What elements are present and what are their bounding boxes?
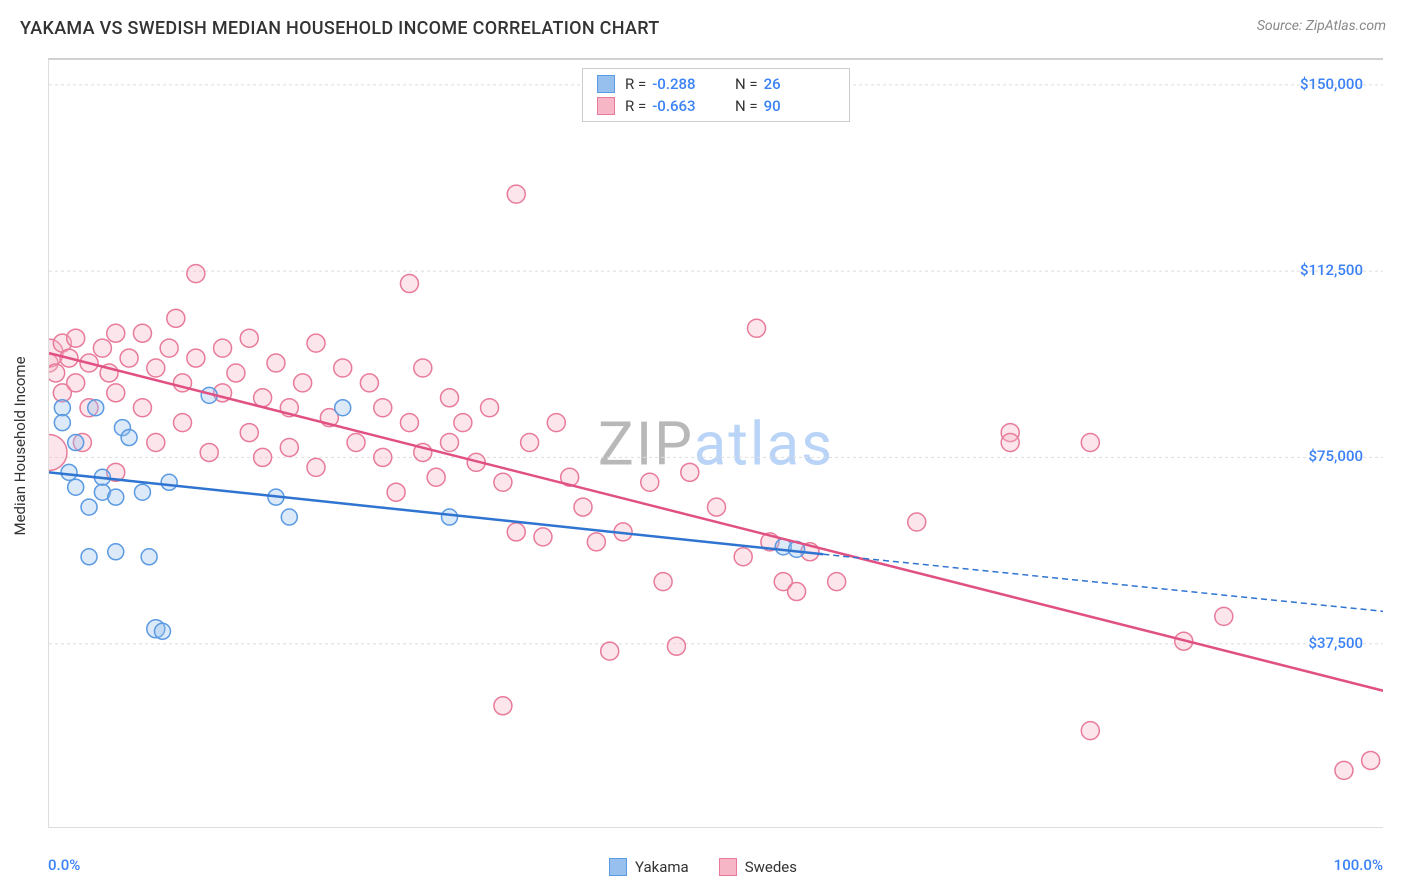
swedes-swatch	[719, 858, 737, 876]
y-tick-label: $75,000	[1308, 447, 1363, 465]
yakama-r-value: -0.288	[652, 75, 695, 93]
swedes-n-value: 90	[764, 97, 781, 115]
scatter-chart: ZIPatlas $150,000 $112,500 $75,000 $37,5…	[48, 58, 1383, 828]
x-min-label: 0.0%	[48, 856, 80, 874]
stat-n-label: N =	[735, 75, 758, 93]
yakama-swatch	[597, 75, 615, 93]
stats-row-swedes: R = -0.663 N = 90	[597, 95, 835, 117]
x-max-label: 100.0%	[1334, 856, 1383, 874]
stat-r-label: R =	[625, 75, 646, 93]
source-name: ZipAtlas.com	[1306, 18, 1386, 34]
stats-row-yakama: R = -0.288 N = 26	[597, 73, 835, 95]
yakama-swatch	[609, 858, 627, 876]
yakama-n-value: 26	[764, 75, 781, 93]
swedes-r-value: -0.663	[652, 97, 695, 115]
y-tick-label: $150,000	[1300, 75, 1363, 93]
stat-r-label: R =	[625, 97, 646, 115]
series-legend: Yakama Swedes	[609, 858, 797, 876]
y-tick-label: $112,500	[1300, 261, 1363, 279]
stat-n-label: N =	[735, 97, 758, 115]
plot-svg	[49, 60, 1383, 827]
chart-header: YAKAMA VS SWEDISH MEDIAN HOUSEHOLD INCOM…	[20, 18, 1386, 39]
y-tick-label: $37,500	[1308, 634, 1363, 652]
legend-yakama-label: Yakama	[635, 858, 689, 876]
chart-title: YAKAMA VS SWEDISH MEDIAN HOUSEHOLD INCOM…	[20, 18, 660, 39]
source-prefix: Source:	[1257, 18, 1306, 34]
legend-swedes-label: Swedes	[745, 858, 797, 876]
legend-swedes: Swedes	[719, 858, 797, 876]
correlation-stats-box: R = -0.288 N = 26 R = -0.663 N = 90	[582, 68, 850, 122]
legend-yakama: Yakama	[609, 858, 689, 876]
source-attribution: Source: ZipAtlas.com	[1257, 18, 1386, 34]
swedes-swatch	[597, 97, 615, 115]
y-axis-label: Median Household Income	[11, 356, 29, 535]
